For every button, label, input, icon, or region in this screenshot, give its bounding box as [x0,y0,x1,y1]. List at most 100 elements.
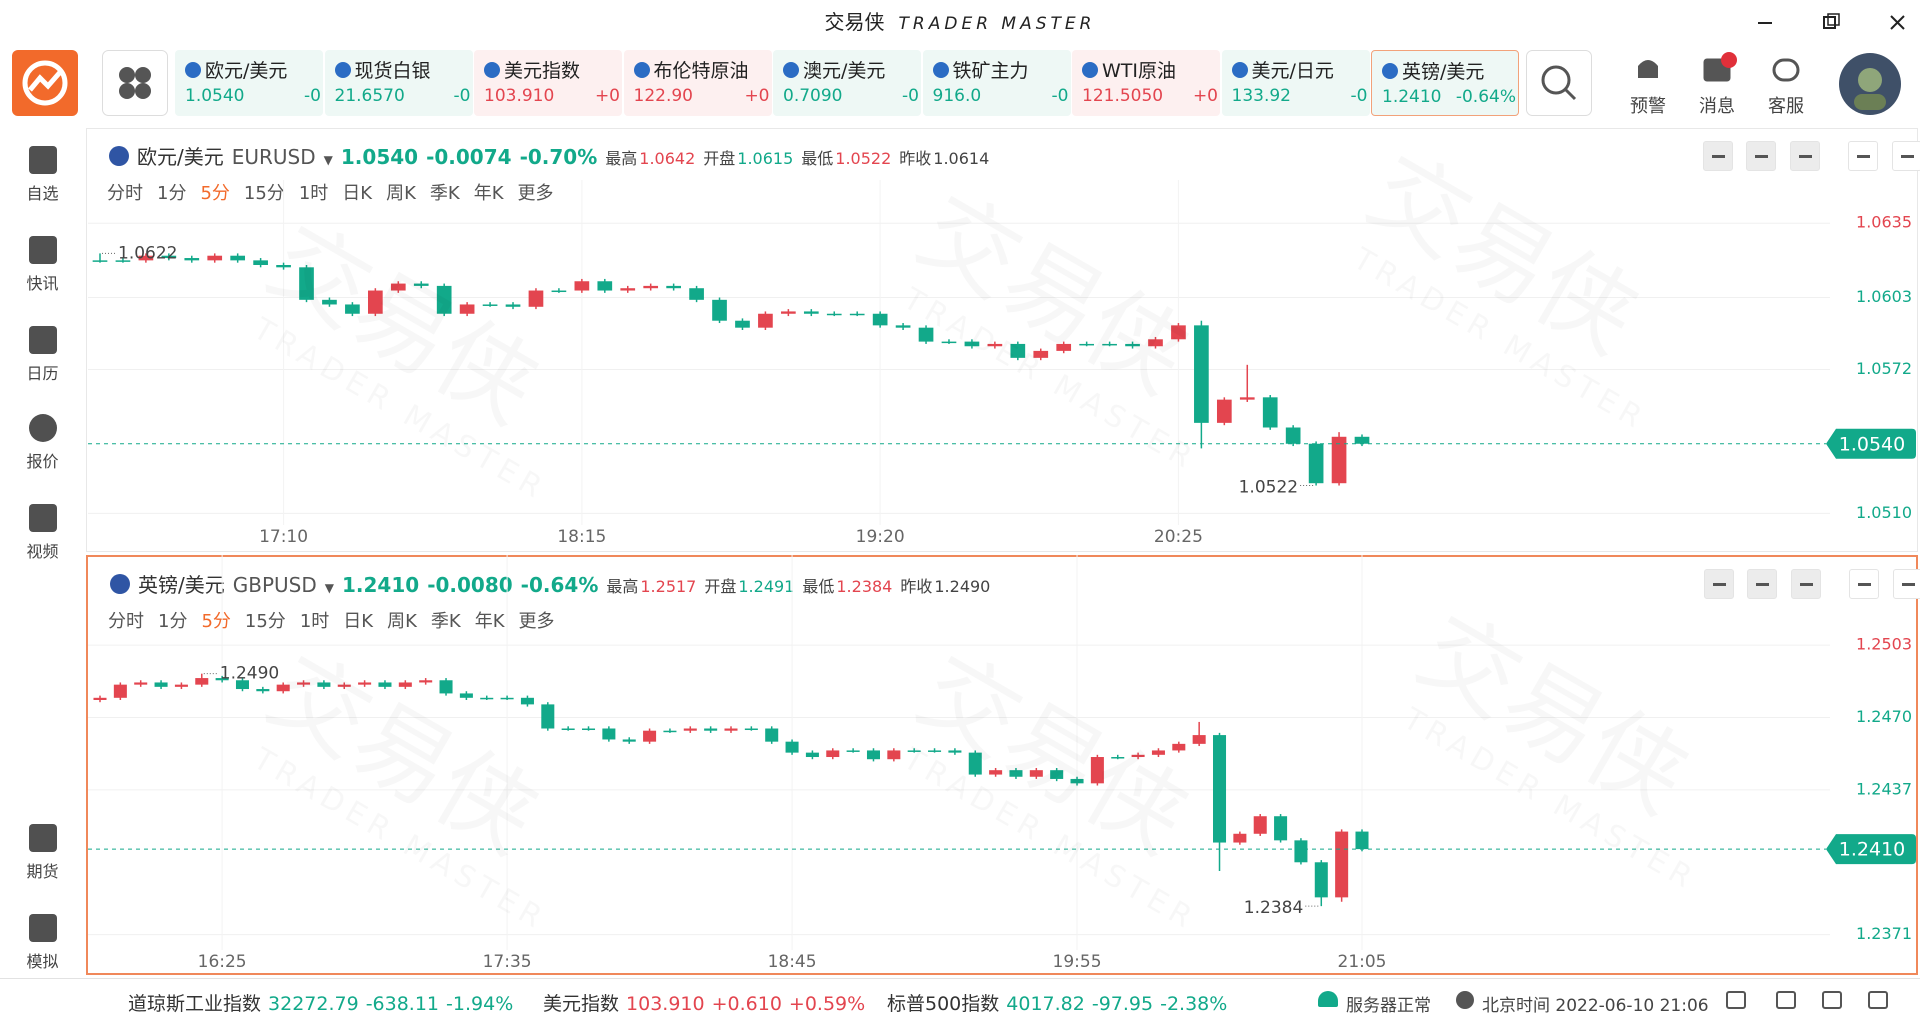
status-icon[interactable] [1776,991,1796,1009]
panel-tool-button[interactable] [1791,569,1821,599]
index-name: 美元指数 [543,993,620,1015]
toolbar-label[interactable]: 客服 [1768,96,1804,117]
period-option[interactable]: 年K [473,183,504,204]
ticker-tile[interactable]: 布伦特原油 122.90 +0 [623,50,772,116]
index-change-pct: -2.38% [1160,993,1228,1015]
stat-label: 昨收 [900,577,933,596]
period-row: 分时 1分 5分 15分 1时 日K 周K 季K 年K 更多 [107,179,554,205]
index-quote[interactable]: 美元指数 103.910 +0.610 +0.59% [543,989,865,1016]
stat-value: 1.2490 [934,577,991,596]
status-icon[interactable] [1822,991,1842,1009]
toolbar-icon[interactable] [1693,52,1741,86]
avatar[interactable] [1838,52,1902,116]
stat-value: 1.2517 [640,577,697,596]
menu-button[interactable] [102,50,168,116]
panel-tool-button[interactable] [1849,569,1879,599]
ticker-tile[interactable]: 欧元/美元 1.0540 -0 [175,50,323,116]
quote-price: 1.0540 [340,145,419,169]
status-icon[interactable] [1868,991,1888,1009]
sidebar-icon[interactable] [29,914,57,942]
dropdown-caret: ▼ [323,153,333,167]
period-option[interactable]: 分时 [108,611,144,632]
tool-glyph [1799,155,1812,158]
ticker-tile[interactable]: 澳元/美元 0.7090 -0 [773,50,921,116]
ticker-tile[interactable]: WTI原油 121.5050 +0 [1072,50,1220,116]
quote-change: -0.0074 [426,145,512,169]
ticker-tile[interactable]: 英镑/美元 1.2410 -0.64% [1371,50,1519,116]
panel-tool-button[interactable] [1746,141,1776,171]
period-option[interactable]: 1时 [299,611,330,632]
symbol-code[interactable]: EURUSD [231,145,316,169]
sidebar-label[interactable]: 模拟 [26,952,59,971]
sidebar-label[interactable]: 日历 [26,364,59,383]
ticker-change: +0 [1192,86,1218,106]
period-option[interactable]: 周K [387,611,417,632]
sidebar-label[interactable]: 快讯 [26,274,59,293]
sidebar-label[interactable]: 期货 [26,862,59,881]
sidebar-label[interactable]: 报价 [26,452,59,471]
symbol-name[interactable]: 欧元/美元 [137,145,224,169]
sidebar-icon[interactable] [29,236,57,264]
sidebar-label[interactable]: 视频 [26,542,59,561]
panel-tool-button[interactable] [1704,569,1734,599]
panel-tool-button[interactable] [1703,141,1733,171]
ticker-name: 欧元/美元 [205,60,288,82]
symbol-code[interactable]: GBPUSD [232,573,317,597]
status-icon[interactable] [1726,991,1746,1009]
ticker-tile[interactable]: 美元指数 103.910 +0 [474,50,622,116]
stat-value: 1.0615 [737,149,794,168]
period-option[interactable]: 1时 [298,183,329,204]
sidebar-icon[interactable] [29,146,57,174]
panel-tool-button[interactable] [1790,141,1820,171]
sidebar-icon[interactable] [29,326,57,354]
panel-tool-button[interactable] [1892,141,1920,171]
period-option[interactable]: 5分 [200,183,230,204]
period-row: 分时 1分 5分 15分 1时 日K 周K 季K 年K 更多 [108,607,555,633]
period-option[interactable]: 1分 [158,611,188,632]
status-bar: 道琼斯工业指数 32272.79 -638.11 -1.94% 美元指数 103.910 +… [0,978,1920,1021]
period-option[interactable]: 日K [342,183,373,204]
toolbar-icon[interactable] [1624,52,1672,86]
sidebar-icon[interactable] [29,414,57,442]
ticker-change: -0.64% [1455,87,1516,107]
period-option[interactable]: 年K [474,611,505,632]
period-option[interactable]: 周K [386,183,416,204]
sidebar-label[interactable]: 自选 [26,184,59,203]
panel-tool-button[interactable] [1848,141,1878,171]
period-option[interactable]: 分时 [107,183,143,204]
toolbar-icon[interactable] [1762,52,1810,86]
chart-panel: 欧元/美元 EURUSD ▼ 1.0540 -0.0074 -0.70% 最高 1.0642 开… [86,128,1920,552]
ticker-change: -0 [453,86,471,106]
sidebar-icon[interactable] [29,504,57,532]
app-logo[interactable] [12,50,78,116]
index-name: 标普500指数 [887,993,1000,1015]
ticker-name: 美元指数 [504,60,581,82]
stat-label: 开盘 [703,149,736,168]
period-option[interactable]: 日K [343,611,374,632]
ticker-tile[interactable]: 现货白银 21.6570 -0 [324,50,473,116]
toolbar-label[interactable]: 预警 [1630,96,1666,117]
search-button[interactable] [1526,50,1592,116]
panel-tool-button[interactable] [1747,569,1777,599]
period-option[interactable]: 5分 [201,611,231,632]
ticker-tile[interactable]: 铁矿主力 916.0 -0 [922,50,1071,116]
tool-glyph [1713,583,1726,586]
stat-value: 1.2384 [836,577,893,596]
period-option[interactable]: 1分 [157,183,187,204]
period-option[interactable]: 更多 [518,611,555,632]
stat-label: 开盘 [704,577,737,596]
window-controls[interactable] [1740,8,1920,38]
index-quote[interactable]: 道琼斯工业指数 32272.79 -638.11 -1.94% [128,989,513,1016]
ticker-tile[interactable]: 美元/日元 133.92 -0 [1221,50,1370,116]
sidebar-icon[interactable] [29,824,57,852]
period-option[interactable]: 15分 [243,183,285,204]
period-option[interactable]: 季K [429,183,460,204]
period-option[interactable]: 15分 [244,611,286,632]
panel-tool-button[interactable] [1893,569,1920,599]
period-option[interactable]: 更多 [517,183,554,204]
symbol-name[interactable]: 英镑/美元 [138,573,225,597]
toolbar-label[interactable]: 消息 [1699,96,1735,117]
period-option[interactable]: 季K [430,611,461,632]
beijing-time[interactable]: 北京时间 2022-06-10 21:06 [1482,996,1709,1016]
index-quote[interactable]: 标普500指数 4017.82 -97.95 -2.38% [887,989,1227,1016]
